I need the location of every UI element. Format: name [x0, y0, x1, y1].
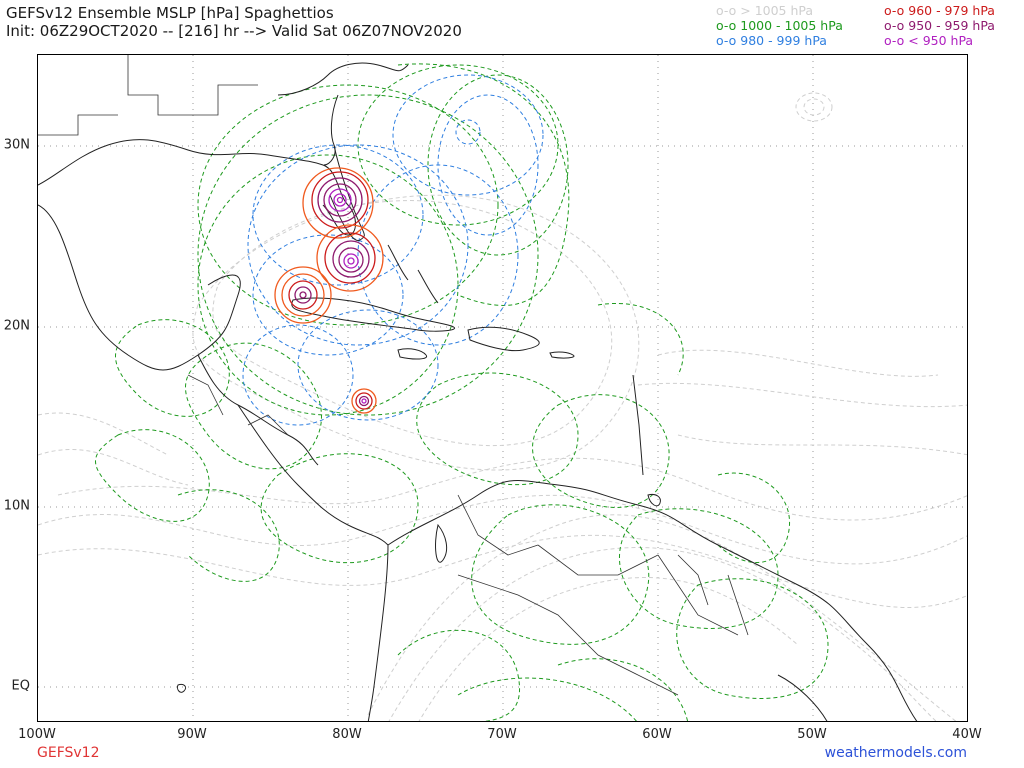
map-title: GEFSv12 Ensemble MSLP [hPa] Spaghettios: [6, 4, 334, 22]
map-panel: [37, 54, 968, 722]
y-tick-10n: 10N: [3, 498, 30, 514]
storm-center-florida: [302, 167, 374, 239]
coastlines: [38, 62, 918, 721]
legend-item-1000-1005: o-o 1000 - 1005 hPa: [716, 18, 843, 33]
contours-gt1005: [38, 92, 967, 721]
x-tick-40w: 40W: [952, 727, 982, 742]
contours-980-999: [242, 74, 544, 426]
legend-item-960-979: o-o 960 - 979 hPa: [884, 3, 995, 18]
x-tick-90w: 90W: [177, 727, 207, 742]
legend-left: o-o > 1005 hPa o-o 1000 - 1005 hPa o-o 9…: [716, 3, 843, 48]
x-tick-60w: 60W: [642, 727, 672, 742]
site-label: weathermodels.com: [824, 745, 967, 761]
legend-item-950-959: o-o 950 - 959 hPa: [884, 18, 995, 33]
y-tick-20n: 20N: [3, 318, 30, 334]
storm-center-caribbean: [351, 388, 377, 414]
legend-item-980-999: o-o 980 - 999 hPa: [716, 33, 827, 48]
legend-item-lt950: o-o < 950 hPa: [884, 33, 974, 48]
x-tick-80w: 80W: [332, 727, 362, 742]
x-tick-50w: 50W: [797, 727, 827, 742]
init-valid-subtitle: Init: 06Z29OCT2020 -- [216] hr --> Valid…: [6, 22, 462, 40]
legend-item-gt1005: o-o > 1005 hPa: [716, 3, 814, 18]
map-canvas: [38, 55, 967, 721]
y-tick-30n: 30N: [3, 137, 30, 153]
storm-center-cuba: [274, 266, 332, 324]
borders: [38, 55, 749, 696]
contours-1000-1005: [95, 63, 829, 721]
legend-right: o-o 960 - 979 hPa o-o 950 - 959 hPa o-o …: [884, 3, 995, 48]
y-tick-eq: EQ: [11, 678, 30, 694]
x-tick-70w: 70W: [487, 727, 517, 742]
graticule: [38, 55, 967, 721]
storm-center-bahamas: [316, 224, 384, 292]
model-label: GEFSv12: [37, 745, 100, 761]
x-tick-100w: 100W: [18, 727, 56, 742]
